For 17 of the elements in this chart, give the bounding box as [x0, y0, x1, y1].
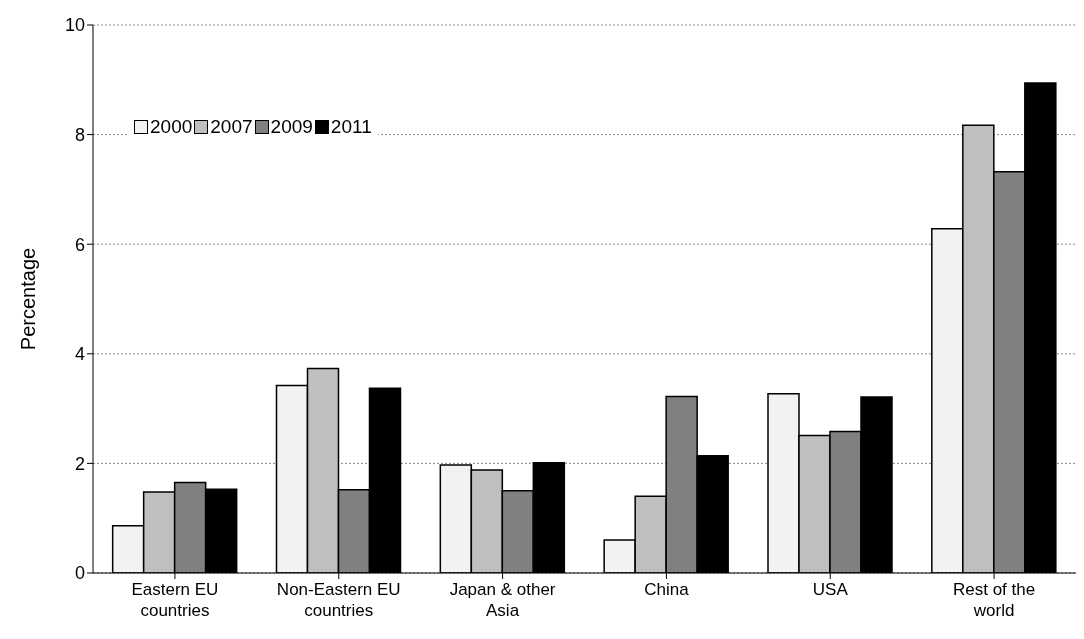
- y-tick-label: 6: [74, 234, 85, 255]
- x-tick-label: Japan & other Asia: [449, 580, 556, 620]
- y-tick-label: 10: [64, 15, 85, 36]
- legend-label: 2011: [330, 116, 372, 138]
- y-tick-label: 0: [74, 563, 85, 584]
- legend-label: 2009: [270, 116, 313, 138]
- legend-label: 2000: [150, 116, 193, 138]
- x-tick-label: USA: [812, 580, 849, 599]
- y-tick-label: 4: [74, 344, 85, 365]
- x-tick-label: Eastern EU countries: [131, 580, 219, 620]
- x-tick-label: Rest of the world: [952, 580, 1036, 620]
- y-tick-label: 8: [74, 124, 85, 145]
- x-tick-label: China: [644, 580, 690, 599]
- legend-label: 2007: [210, 116, 253, 138]
- y-axis-title: Percentage: [17, 247, 40, 351]
- x-tick-label: Non-Eastern EU countries: [276, 580, 401, 620]
- y-tick-label: 2: [74, 453, 85, 474]
